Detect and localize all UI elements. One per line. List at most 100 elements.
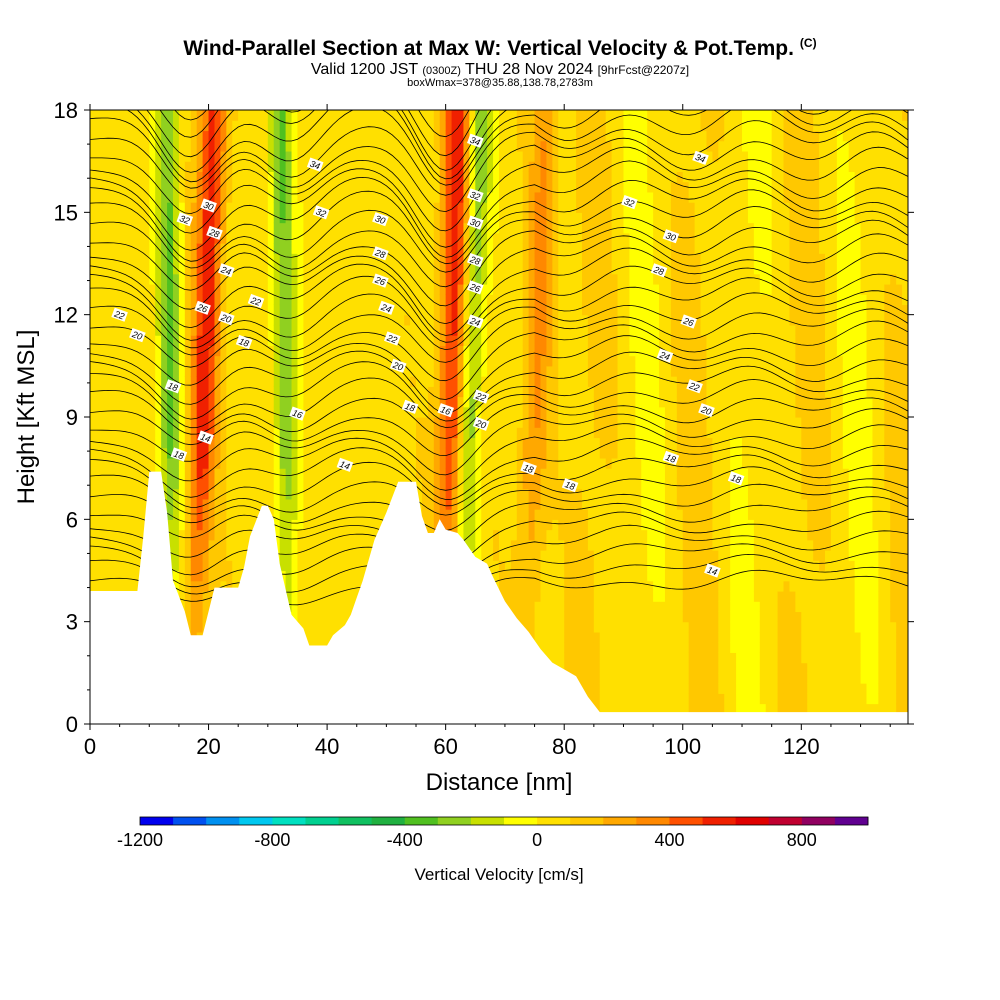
field-cell xyxy=(522,324,530,336)
field-cell xyxy=(155,427,162,439)
field-cell xyxy=(131,427,139,439)
field-cell xyxy=(552,222,559,234)
field-cell xyxy=(487,560,494,572)
field-cell xyxy=(433,406,441,418)
field-cell xyxy=(445,376,453,387)
field-cell xyxy=(238,539,245,551)
field-cell xyxy=(255,406,263,418)
field-cell xyxy=(457,304,465,316)
field-cell xyxy=(451,468,459,479)
field-cell xyxy=(119,140,127,152)
field-cell xyxy=(238,355,245,367)
field-cell xyxy=(463,376,470,387)
field-cell xyxy=(558,570,565,582)
field-cell xyxy=(439,457,447,469)
field-cell xyxy=(392,304,399,316)
field-cell xyxy=(315,406,322,418)
field-cell xyxy=(95,509,103,520)
field-cell xyxy=(522,171,530,183)
field-cell xyxy=(190,529,198,541)
field-cell xyxy=(273,140,281,152)
field-cell xyxy=(540,427,548,439)
field-cell xyxy=(350,365,358,377)
field-cell xyxy=(333,202,340,213)
field-cell xyxy=(362,283,370,295)
field-cell xyxy=(143,447,150,459)
field-cell xyxy=(499,243,506,254)
field-cell xyxy=(250,447,257,459)
field-cell xyxy=(350,191,358,203)
field-cell xyxy=(125,550,133,561)
field-cell xyxy=(416,345,423,357)
field-cell xyxy=(101,376,109,387)
field-cell xyxy=(107,335,115,346)
field-cell xyxy=(125,570,133,582)
field-cell xyxy=(291,283,299,295)
field-cell xyxy=(131,171,139,183)
field-cell xyxy=(493,376,500,387)
field-cell xyxy=(576,509,583,520)
field-cell xyxy=(184,550,192,561)
field-cell xyxy=(350,324,358,336)
field-cell xyxy=(534,611,542,623)
field-cell xyxy=(445,437,453,449)
field-cell xyxy=(184,560,192,572)
field-cell xyxy=(327,386,334,398)
field-cell xyxy=(178,355,186,367)
field-cell xyxy=(445,243,453,254)
field-cell xyxy=(107,283,115,295)
field-cell xyxy=(113,580,121,592)
field-cell xyxy=(214,580,222,592)
field-cell xyxy=(309,601,316,613)
field-cell xyxy=(398,447,405,459)
field-cell xyxy=(202,529,210,541)
field-cell xyxy=(267,294,275,306)
field-cell xyxy=(421,386,429,398)
field-cell xyxy=(416,110,423,121)
field-cell xyxy=(534,120,542,132)
field-cell xyxy=(362,345,370,357)
field-cell xyxy=(427,345,435,357)
field-cell xyxy=(315,232,322,244)
field-cell xyxy=(576,498,583,510)
field-cell xyxy=(208,273,216,285)
field-cell xyxy=(410,161,417,172)
field-cell xyxy=(315,283,322,295)
field-cell xyxy=(398,314,405,326)
field-cell xyxy=(119,130,127,142)
field-cell xyxy=(528,335,536,346)
field-cell xyxy=(439,212,447,224)
field-cell xyxy=(534,437,542,449)
field-cell xyxy=(119,345,127,357)
field-cell xyxy=(439,478,447,490)
field-cell xyxy=(540,642,548,653)
field-cell xyxy=(167,222,174,234)
field-cell xyxy=(327,580,334,592)
field-cell xyxy=(255,365,263,377)
field-cell xyxy=(576,529,583,541)
field-cell xyxy=(238,232,245,244)
field-cell xyxy=(285,253,293,265)
field-cell xyxy=(321,222,328,234)
field-cell xyxy=(95,365,103,377)
valid-prefix: Valid 1200 JST xyxy=(310,61,418,78)
field-cell xyxy=(362,478,370,490)
field-cell xyxy=(469,478,476,490)
field-cell xyxy=(279,447,287,459)
valid-time-line: Valid 1200 JST (0300Z) THU 28 Nov 2024 [… xyxy=(0,61,1000,79)
field-cell xyxy=(510,539,518,551)
field-cell xyxy=(433,202,441,213)
field-cell xyxy=(386,314,393,326)
field-cell xyxy=(374,519,382,531)
field-cell xyxy=(356,283,364,295)
field-cell xyxy=(558,120,565,132)
field-cell xyxy=(350,550,358,561)
field-cell xyxy=(499,509,506,520)
field-cell xyxy=(504,417,512,428)
field-cell xyxy=(321,345,328,357)
field-cell xyxy=(196,181,204,193)
field-cell xyxy=(255,457,263,469)
field-cell xyxy=(451,130,459,142)
field-cell xyxy=(374,365,382,377)
field-cell xyxy=(90,314,97,326)
